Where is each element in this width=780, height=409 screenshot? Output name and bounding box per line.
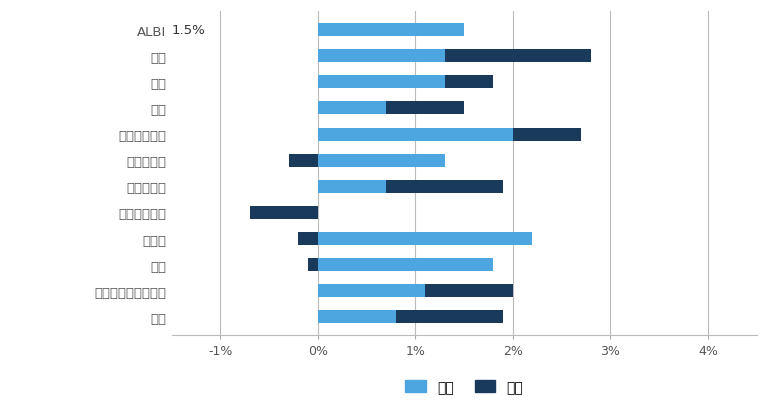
Bar xyxy=(318,24,464,37)
Bar xyxy=(318,310,396,324)
Bar xyxy=(308,258,318,272)
Bar xyxy=(318,258,494,272)
Bar xyxy=(250,207,318,219)
Bar xyxy=(386,180,503,193)
Bar xyxy=(318,154,445,167)
Bar xyxy=(513,128,581,141)
Bar xyxy=(396,310,503,324)
Bar xyxy=(318,232,532,245)
Bar xyxy=(289,154,318,167)
Text: 1.5%: 1.5% xyxy=(172,24,205,37)
Bar xyxy=(318,76,445,89)
Bar xyxy=(318,102,386,115)
Bar xyxy=(425,285,513,298)
Bar xyxy=(318,180,386,193)
Bar xyxy=(298,232,318,245)
Bar xyxy=(386,102,464,115)
Bar xyxy=(445,76,494,89)
Bar xyxy=(318,50,445,63)
Legend: 債券, 通貨: 債券, 通貨 xyxy=(399,375,529,400)
Bar xyxy=(318,128,513,141)
Bar xyxy=(445,50,591,63)
Bar xyxy=(318,285,425,298)
